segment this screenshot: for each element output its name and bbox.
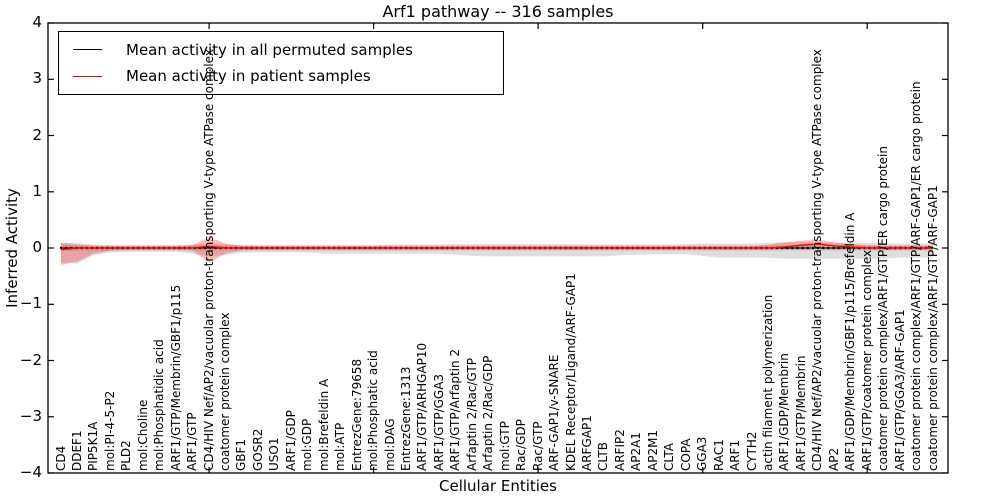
x-tick-label: AP2 <box>826 447 841 471</box>
x-tick-label: mol:Phosphatidic acid <box>152 339 167 471</box>
x-tick-label: ARF1/GTP/ARHGAP10 <box>415 342 430 471</box>
x-tick-label: ARF1/GTP <box>185 412 200 471</box>
x-tick-label: ARFIP2 <box>612 429 627 471</box>
x-tick-label: ARF1/GTP/GGA3 <box>431 373 446 471</box>
legend-row-patient: Mean activity in patient samples <box>73 65 503 87</box>
x-tick-label: GBF1 <box>234 438 249 471</box>
legend-label-patient: Mean activity in patient samples <box>126 67 371 86</box>
x-tick-label: coatomer protein complex/ARF1/GTP/ARF-GA… <box>925 185 940 471</box>
x-tick-label: ARF1/GTP/Arfaptin 2 <box>448 348 463 471</box>
x-tick-label: CD4/HIV Nef/AP2/vacuolar proton-transpor… <box>810 49 825 471</box>
x-tick-label: ARF1/GTP/Membrin/GBF1/p115 <box>168 284 183 471</box>
x-tick-label: ARF1/GDP <box>283 410 298 471</box>
x-tick-label: mol:Choline <box>135 399 150 471</box>
patient-mean-line <box>60 243 933 251</box>
series-layer <box>59 237 935 265</box>
y-tick-label: −2 <box>19 350 42 369</box>
legend-row-permuted: Mean activity in all permuted samples <box>73 39 503 61</box>
x-tick-label: coatomer protein complex <box>218 312 233 471</box>
x-tick-label: coatomer protein complex/ARF1/GTP/ARF-GA… <box>909 81 924 471</box>
x-tick-label: PLD2 <box>119 440 134 471</box>
y-tick-label: −1 <box>19 294 42 313</box>
y-tick-label: 3 <box>32 69 42 88</box>
x-tick-label: mol:Phosphatic acid <box>366 350 381 471</box>
x-tick-label: ARF1/GDP/Membrin/GBF1/p115/Brefeldin A <box>843 212 858 471</box>
x-tick-label: CLTB <box>596 442 611 471</box>
legend: Mean activity in all permuted samples Me… <box>58 31 504 95</box>
x-tick-label: ARF1/GTP/coatomer protein complex <box>859 249 874 471</box>
x-tick-label: AP2M1 <box>645 429 660 471</box>
x-tick-label: USO1 <box>267 437 282 471</box>
y-tick-label: −3 <box>19 406 42 425</box>
y-tick-label: 1 <box>32 181 42 200</box>
patient-band <box>61 237 933 265</box>
x-tick-label: AP2A1 <box>629 432 644 471</box>
x-tick-label: CYTH2 <box>744 431 759 472</box>
x-tick-label: EntrezGene:1313 <box>399 366 413 472</box>
x-tick-label: mol:DAG <box>382 418 397 471</box>
x-tick-label: ARF1/GTP/GGA3/ARF-GAP1 <box>892 309 907 471</box>
x-tick-label: mol:Brefeldin A <box>316 378 331 471</box>
x-tick-label: PIP5K1A <box>86 421 101 471</box>
x-tick-label: CLTA <box>662 442 677 471</box>
y-tick-label: 0 <box>32 238 42 256</box>
x-tick-label: Arfaptin 2/Rac/GTP <box>464 358 479 471</box>
x-tick-label: mol:ATP <box>333 422 348 471</box>
x-tick-label: ARF1/GTP/Membrin <box>793 355 808 471</box>
x-tick-label: KDEL Receptor/Ligand/ARF-GAP1 <box>563 273 578 471</box>
x-tick-label: Rac/GDP <box>514 419 529 471</box>
x-tick-label: ARF1 <box>728 439 743 471</box>
y-tick-label: 2 <box>32 125 42 144</box>
x-tick-label: mol:PI-4-5-P2 <box>102 390 117 471</box>
x-tick-label: DDEF1 <box>69 430 84 471</box>
y-tick-label: 4 <box>32 13 42 31</box>
x-tick-label: coatomer protein complex/ARF1/GTP/ER car… <box>876 146 891 471</box>
y-tick-label: −4 <box>19 463 42 481</box>
x-tick-label: CD4/HIV Nef/AP2/vacuolar proton-transpor… <box>201 49 216 471</box>
legend-line-red <box>73 75 102 77</box>
x-tick-label: Rac/GTP <box>530 421 545 471</box>
chart-title: Arf1 pathway -- 316 samples <box>382 2 614 21</box>
x-tick-label: GOSR2 <box>250 428 265 471</box>
x-tick-label: EntrezGene:79658 <box>349 358 364 471</box>
x-tick-label: ARF1/GDP/Membrin <box>777 353 792 471</box>
x-tick-label: Arfaptin 2/Rac/GDP <box>481 355 496 471</box>
x-tick-label: ARFGAP1 <box>579 415 594 471</box>
x-tick-label: CD4 <box>53 445 68 471</box>
x-tick-label: actin filament polymerization <box>760 294 775 471</box>
x-axis-label: Cellular Entities <box>439 477 557 495</box>
x-tick-label: RAC1 <box>711 439 726 471</box>
x-tick-label: GGA3 <box>695 436 710 471</box>
x-tick-label: ARF-GAP1/v-SNARE <box>547 354 562 471</box>
x-tick-label: mol:GDP <box>300 418 315 471</box>
x-tick-label: COPA <box>678 438 693 471</box>
x-tick-label: mol:GTP <box>497 421 512 471</box>
legend-line-black <box>73 49 102 51</box>
legend-label-permuted: Mean activity in all permuted samples <box>126 40 413 59</box>
